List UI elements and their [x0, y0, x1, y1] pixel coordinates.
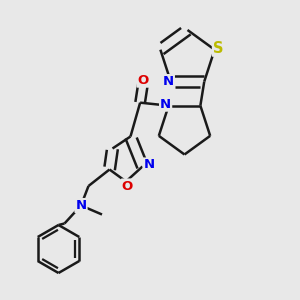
Text: O: O: [137, 74, 149, 87]
Text: N: N: [75, 199, 87, 212]
Text: N: N: [163, 75, 174, 88]
Text: N: N: [160, 98, 171, 111]
Text: S: S: [213, 41, 224, 56]
Text: O: O: [122, 179, 133, 193]
Text: N: N: [143, 158, 155, 172]
